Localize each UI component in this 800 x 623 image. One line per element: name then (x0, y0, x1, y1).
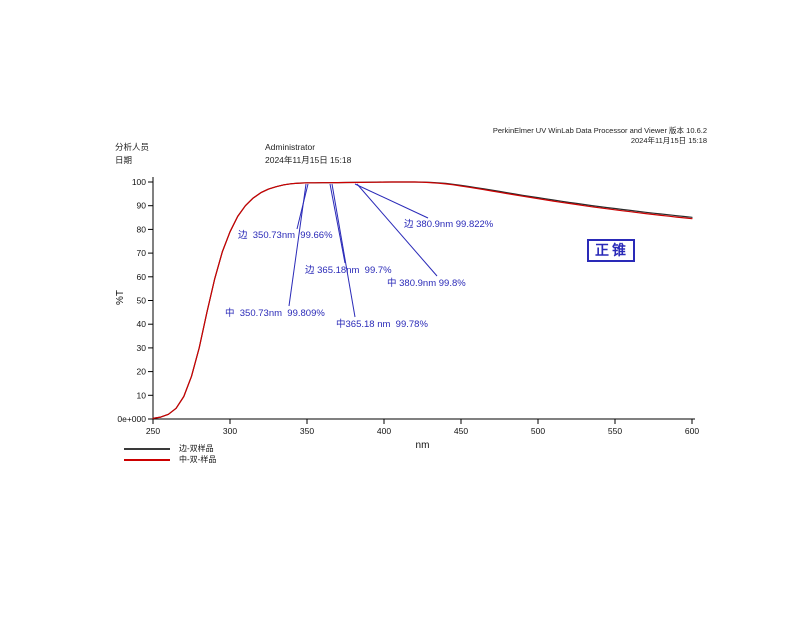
stamp-box: 正锥 (587, 239, 635, 262)
operator-datetime: 2024年11月15日 15:18 (265, 155, 352, 165)
y-tick-label: 30 (137, 343, 147, 353)
legend-line-swatch (124, 458, 170, 461)
y-tick-label: 70 (137, 248, 147, 258)
curve-series-center (152, 181, 693, 419)
legend-line-swatch (124, 447, 170, 450)
app-datetime: 2024年11月15日 15:18 (630, 136, 707, 145)
y-tick-label: 40 (137, 319, 147, 329)
analyst-label: 分析人员 (115, 142, 150, 152)
x-tick-label: 250 (146, 426, 160, 436)
annotation-label: 中 350.73nm 99.809% (225, 308, 325, 319)
y-axis-title: %T (115, 290, 126, 305)
annotation-label: 边 350.73nm 99.66% (238, 230, 333, 241)
operator-name: Administrator (265, 142, 316, 152)
x-tick-label: 450 (454, 426, 468, 436)
legend-item: 边-双样品 (124, 444, 216, 453)
header-left-labels: 分析人员 日期 (115, 141, 149, 167)
chart-legend: 边-双样品中-双-样品 (124, 444, 216, 466)
legend-item: 中-双-样品 (124, 455, 216, 464)
x-tick-label: 500 (531, 426, 545, 436)
y-tick-label: 60 (137, 272, 147, 282)
x-tick-label: 350 (300, 426, 314, 436)
x-tick-label: 400 (377, 426, 391, 436)
annotation-label: 中 380.9nm 99.8% (387, 278, 466, 289)
legend-label: 边-双样品 (179, 444, 214, 453)
x-axis-title: nm (416, 440, 430, 451)
annotation-leader-line (354, 183, 429, 219)
y-tick-label: 100 (132, 177, 146, 187)
y-tick-label: 90 (137, 201, 147, 211)
date-label: 日期 (115, 155, 133, 165)
x-tick-label: 550 (608, 426, 622, 436)
y-tick-label: 20 (137, 367, 147, 377)
stamp-text: 正锥 (595, 242, 629, 258)
y-tick-label: 0e+000 (117, 414, 146, 424)
header-operator-block: Administrator 2024年11月15日 15:18 (265, 141, 351, 167)
x-tick-label: 600 (685, 426, 699, 436)
legend-label: 中-双-样品 (179, 455, 217, 464)
annotation-label: 边 365.18nm 99.7% (305, 265, 392, 276)
annotation-label: 中365.18 nm 99.78% (336, 319, 428, 330)
y-tick-label: 10 (137, 390, 147, 400)
annotation-leader-line (288, 183, 307, 307)
annotation-leader-line (356, 183, 438, 277)
annotation-leader-line (331, 183, 356, 318)
y-tick-label: 80 (137, 224, 147, 234)
y-tick-label: 50 (137, 296, 147, 306)
header-app-block: PerkinElmer UV WinLab Data Processor and… (493, 126, 707, 146)
x-tick-label: 300 (223, 426, 237, 436)
app-title: PerkinElmer UV WinLab Data Processor and… (492, 126, 707, 135)
annotation-label: 边 380.9nm 99.822% (404, 219, 494, 230)
annotation-leader-line (329, 183, 346, 264)
